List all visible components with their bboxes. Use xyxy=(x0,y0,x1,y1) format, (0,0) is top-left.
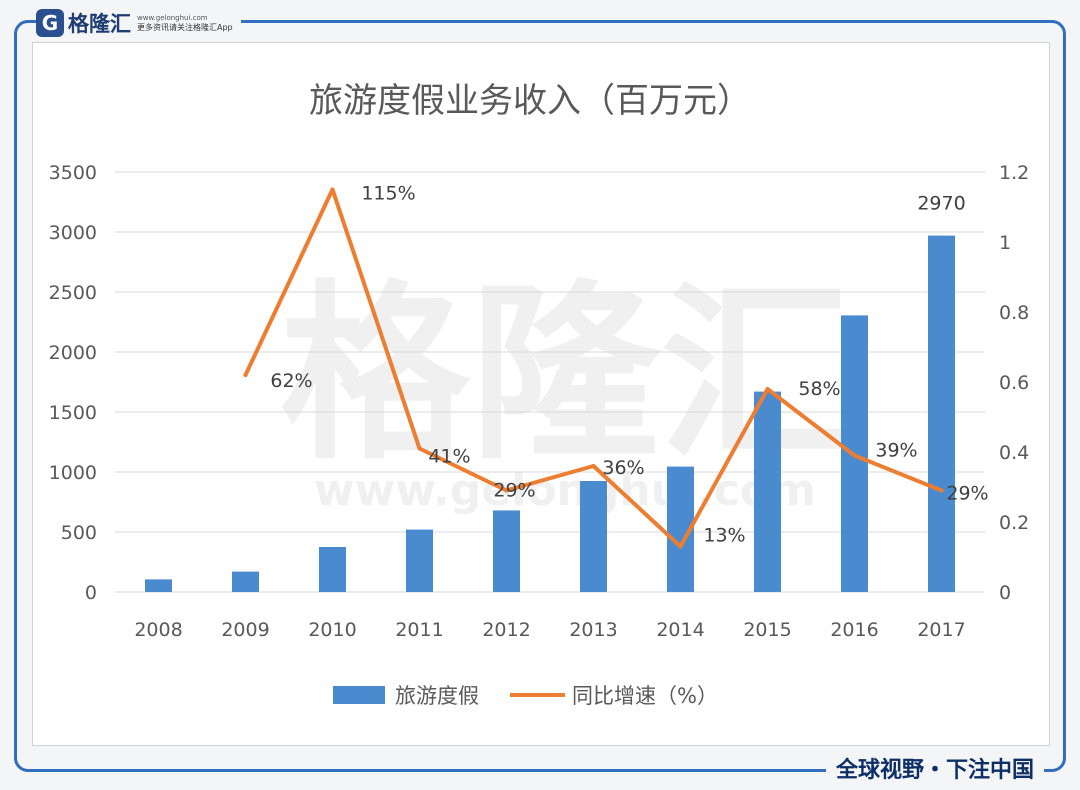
line-point xyxy=(852,453,857,458)
bar xyxy=(580,481,607,592)
brand-logo: G 格隆汇 www.gelonghui.com 更多资讯请关注格隆汇App xyxy=(36,6,241,40)
line-data-label: 41% xyxy=(428,446,470,468)
y-tick-label: 1000 xyxy=(49,462,97,484)
footer-slogan: 全球视野・下注中国 xyxy=(825,752,1044,784)
chart-title: 旅游度假业务收入（百万元） xyxy=(309,81,751,121)
y2-tick-label: 1.2 xyxy=(999,162,1029,184)
legend-bar-swatch xyxy=(333,686,385,704)
line-point xyxy=(765,387,770,391)
line-point xyxy=(939,488,944,493)
y2-tick-label: 0.6 xyxy=(999,372,1029,394)
line-point xyxy=(678,544,683,549)
bar xyxy=(232,571,259,592)
line-data-label: 36% xyxy=(602,457,644,479)
logo-name: 格隆汇 xyxy=(68,12,131,36)
y-tick-label: 0 xyxy=(85,582,97,604)
y-tick-label: 3500 xyxy=(49,162,97,184)
logo-mark-icon: G xyxy=(36,9,64,37)
y-tick-label: 500 xyxy=(61,522,97,544)
line-point xyxy=(417,446,422,451)
legend-bar-label: 旅游度假 xyxy=(395,684,479,708)
x-tick-label: 2011 xyxy=(395,619,443,641)
x-tick-label: 2008 xyxy=(134,619,182,641)
bar xyxy=(754,391,781,592)
line-data-label: 29% xyxy=(493,480,535,502)
x-tick-label: 2010 xyxy=(308,619,356,641)
x-tick-label: 2016 xyxy=(830,619,878,641)
y2-tick-label: 0.8 xyxy=(999,302,1029,324)
bar xyxy=(493,510,520,592)
line-point xyxy=(330,187,335,192)
x-tick-label: 2017 xyxy=(917,619,965,641)
y-tick-label: 3000 xyxy=(49,222,97,244)
logo-subtext: www.gelonghui.com 更多资讯请关注格隆汇App xyxy=(137,14,233,33)
bar xyxy=(928,235,955,592)
bar-data-label: 2970 xyxy=(917,193,965,215)
line-data-label: 29% xyxy=(946,483,988,505)
x-tick-label: 2014 xyxy=(656,619,704,641)
y2-tick-label: 0.4 xyxy=(999,442,1029,464)
outer-frame xyxy=(14,20,1066,772)
y-tick-label: 1500 xyxy=(49,402,97,424)
line-data-label: 13% xyxy=(703,525,745,547)
logo-url: www.gelonghui.com xyxy=(137,13,208,22)
x-tick-label: 2012 xyxy=(482,619,530,641)
bar xyxy=(145,579,172,592)
line-data-label: 62% xyxy=(270,370,312,392)
line-data-label: 58% xyxy=(798,378,840,400)
bar xyxy=(406,529,433,592)
line-point xyxy=(591,464,596,468)
logo-tagline: 更多资讯请关注格隆汇App xyxy=(137,22,233,32)
y-tick-label: 2500 xyxy=(49,282,97,304)
bar xyxy=(319,547,346,592)
line-data-label: 115% xyxy=(361,183,415,205)
x-tick-label: 2015 xyxy=(743,619,791,641)
line-data-label: 39% xyxy=(875,440,917,462)
y2-tick-label: 0.2 xyxy=(999,512,1029,534)
y2-tick-label: 1 xyxy=(999,232,1011,254)
line-point xyxy=(243,373,248,377)
y2-tick-label: 0 xyxy=(999,582,1011,604)
y-tick-label: 2000 xyxy=(49,342,97,364)
x-tick-label: 2009 xyxy=(221,619,269,641)
line-point xyxy=(504,488,509,493)
chart-panel xyxy=(32,42,1050,746)
x-tick-label: 2013 xyxy=(569,619,617,641)
legend-line-label: 同比增速（%） xyxy=(572,684,718,708)
